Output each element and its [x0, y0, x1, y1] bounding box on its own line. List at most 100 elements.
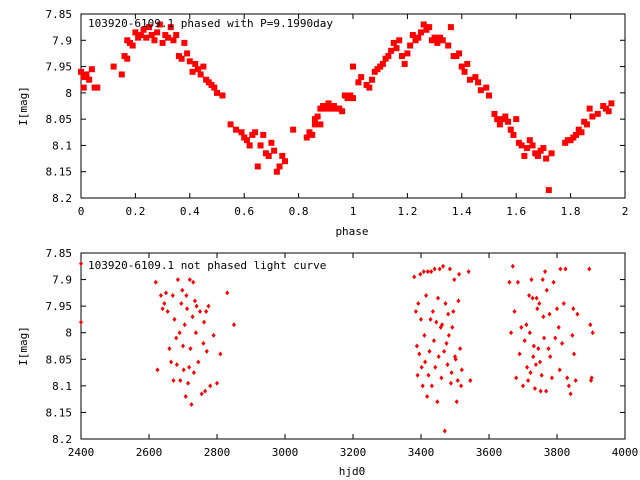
data-point: [198, 308, 202, 314]
data-point: [518, 142, 525, 149]
data-point: [526, 137, 533, 144]
data-point: [548, 150, 555, 157]
x-axis-ticks: 2400 2600 2800 3000 3200 3400 3600 3800 4000: [68, 253, 639, 459]
data-point: [183, 393, 188, 399]
x-tick-label: 4000: [612, 446, 639, 459]
data-point: [452, 277, 457, 283]
data-point: [124, 55, 131, 62]
data-point: [429, 269, 434, 275]
data-point: [169, 359, 174, 365]
data-point: [425, 393, 430, 399]
data-point: [165, 34, 172, 41]
data-point: [534, 152, 541, 159]
data-point: [587, 266, 592, 272]
data-point: [78, 68, 84, 75]
data-point: [539, 372, 544, 378]
data-point: [143, 34, 150, 41]
data-point: [167, 346, 172, 352]
y-tick-label: 8.1: [52, 380, 72, 393]
data-point: [560, 340, 565, 346]
x-tick-label: 2: [622, 205, 629, 218]
data-point: [546, 346, 551, 352]
data-point: [415, 34, 422, 41]
data-point: [164, 290, 168, 296]
data-point: [358, 74, 365, 81]
y-tick-label: 7.85: [46, 247, 73, 260]
data-point: [543, 155, 550, 162]
data-point: [444, 340, 449, 346]
data-point: [521, 152, 528, 159]
data-point: [510, 131, 517, 138]
data-point: [475, 79, 482, 86]
data-point: [507, 126, 514, 133]
data-point: [181, 343, 185, 349]
data-point: [418, 271, 423, 277]
data-point: [246, 142, 253, 149]
data-point: [531, 343, 536, 349]
data-point: [534, 295, 539, 301]
data-point: [187, 277, 192, 283]
data-point: [407, 42, 414, 49]
data-point: [282, 158, 288, 165]
data-point: [434, 319, 439, 325]
data-point: [190, 314, 195, 320]
data-point: [533, 362, 538, 368]
data-point: [510, 263, 515, 269]
data-point: [528, 370, 533, 376]
data-point: [414, 343, 419, 349]
data-point: [419, 316, 423, 322]
data-point: [232, 322, 236, 328]
x-tick-label: 1.2: [397, 205, 417, 218]
data-point: [430, 308, 435, 314]
data-point: [309, 131, 316, 138]
data-point: [252, 129, 259, 136]
data-point: [455, 378, 460, 384]
data-point: [409, 32, 416, 39]
data-point: [379, 60, 386, 67]
data-point: [199, 391, 204, 397]
data-point: [243, 137, 250, 144]
data-point: [201, 340, 206, 346]
y-tick-label: 7.85: [46, 8, 73, 21]
data-point: [350, 63, 356, 70]
data-point: [426, 24, 433, 31]
data-point: [466, 76, 473, 83]
data-point: [524, 145, 531, 152]
y-tick-label: 7.95: [46, 61, 73, 74]
data-point: [517, 351, 522, 357]
data-point: [575, 311, 580, 317]
data-point: [417, 351, 422, 357]
data-point: [158, 293, 163, 299]
data-point: [233, 126, 240, 133]
data-point: [412, 274, 417, 280]
data-point: [527, 330, 532, 336]
data-point: [215, 380, 219, 386]
data-point: [551, 279, 556, 285]
data-point: [79, 261, 83, 267]
data-point: [512, 308, 517, 314]
data-point: [431, 338, 436, 344]
chart-title: 103920-6109.1 not phased light curve: [88, 259, 326, 272]
data-point: [314, 113, 321, 120]
data-point: [175, 277, 180, 283]
data-point: [146, 24, 152, 31]
data-point: [431, 34, 438, 41]
x-tick-label: 1.8: [561, 205, 581, 218]
data-point: [590, 330, 595, 336]
data-point: [174, 362, 179, 368]
data-point: [425, 269, 430, 275]
data-point: [184, 50, 191, 57]
x-tick-label: 2600: [136, 446, 163, 459]
data-point: [129, 42, 136, 49]
data-point: [432, 266, 437, 272]
data-point: [276, 163, 283, 170]
data-point: [589, 113, 596, 120]
data-point: [202, 319, 207, 325]
data-points: [78, 21, 615, 194]
data-point: [254, 163, 261, 170]
data-point: [418, 29, 424, 36]
phased-light-curve-panel: 0 0.2 0.4 0.6 0.8 1 1.2 1.4 1.6 1.8 2 7.85 7.9 7.95 8…: [17, 8, 628, 238]
data-point: [80, 84, 87, 91]
data-point: [227, 121, 234, 128]
data-point: [79, 319, 83, 325]
